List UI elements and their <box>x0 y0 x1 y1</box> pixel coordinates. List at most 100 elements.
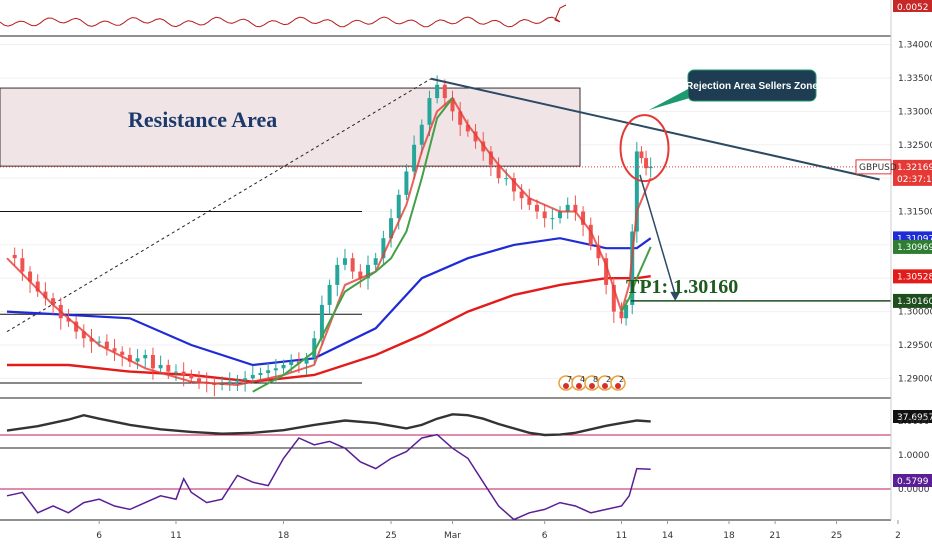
candle-body <box>197 378 202 382</box>
candle-body <box>143 354 148 359</box>
oscillator-1-badge <box>893 410 932 423</box>
candle-body <box>227 381 232 384</box>
event-icon: 2 <box>597 375 613 391</box>
candle-body <box>504 178 509 180</box>
price-tick-label: 1.29000 <box>898 374 932 384</box>
candle-body <box>181 371 186 375</box>
resistance-zone <box>0 87 581 167</box>
candle-body <box>389 218 394 239</box>
candle <box>488 146 493 177</box>
candle-body <box>358 271 363 279</box>
candle-body <box>319 304 324 339</box>
price-badge <box>893 171 932 186</box>
candle-body <box>258 372 263 375</box>
candle <box>235 374 240 391</box>
candle <box>534 199 539 219</box>
candle <box>89 328 94 353</box>
candle-body <box>381 238 386 259</box>
target-arrow-head <box>670 291 681 301</box>
candle-body <box>235 380 240 382</box>
candle <box>243 370 248 392</box>
oscillator-2-badge <box>893 474 932 487</box>
candle <box>381 230 386 266</box>
top-indicator-line <box>0 4 567 28</box>
price-badge <box>893 293 932 308</box>
callout-text: Rejection Area Sellers Zone <box>686 81 818 92</box>
candle-body <box>596 244 601 259</box>
candle <box>481 132 486 161</box>
candle <box>542 204 547 228</box>
time-axis: 6 11 18 25 Mar 6 11 14 18 21 25 2 <box>96 520 901 541</box>
price-badge-text: 1.31097 <box>897 234 932 244</box>
time-label: 11 <box>170 531 181 541</box>
candle-body <box>189 374 194 379</box>
candle <box>630 224 635 315</box>
candle-body <box>442 84 447 99</box>
ema-green-line-recent <box>620 246 652 313</box>
candle-body <box>624 304 629 319</box>
candle-body <box>342 258 347 265</box>
candle-body <box>158 364 163 369</box>
target-arrow <box>639 174 676 296</box>
price-badge <box>893 269 932 284</box>
price-tick-label: 1.33500 <box>898 74 932 84</box>
candle <box>227 372 232 391</box>
candle-body <box>312 338 317 359</box>
candle-body <box>634 151 639 232</box>
time-label: 21 <box>769 531 780 541</box>
candle-body <box>20 258 25 272</box>
candle-body <box>173 371 178 373</box>
oscillator-1-line <box>6 413 651 437</box>
price-tick-label: 1.33000 <box>898 107 932 117</box>
candle-body <box>166 364 171 372</box>
candle-body <box>273 368 278 371</box>
price-badge-text: 02:37:19 <box>897 175 932 185</box>
candle-body <box>35 281 40 292</box>
oscillator-2-line <box>6 433 651 521</box>
candle <box>28 266 33 293</box>
symbol-badge <box>855 159 892 175</box>
price-badge-text: 1.30528 <box>897 272 932 282</box>
candle-body <box>435 84 440 99</box>
candle <box>281 359 286 374</box>
price-tick-label: 1.32500 <box>898 141 932 151</box>
candle <box>135 348 140 369</box>
candle-body <box>412 144 417 172</box>
event-count: 8 <box>593 375 598 384</box>
candle-body <box>28 271 33 282</box>
candlesticks <box>12 75 653 397</box>
time-label: 14 <box>662 531 674 541</box>
candle <box>527 188 532 211</box>
candle-body <box>281 364 286 369</box>
descending-trendline <box>430 77 880 181</box>
candle <box>327 279 332 315</box>
ema-green-line <box>252 97 454 393</box>
candle <box>604 252 609 295</box>
candle-body <box>639 151 644 159</box>
candle-body <box>12 254 17 259</box>
callout-pointer <box>648 88 690 111</box>
candle <box>389 208 394 248</box>
price-tick-label: 1.34000 <box>898 41 932 51</box>
oscillator-2-panel: 2.0000 1.0000 0.0000 0.5799 <box>0 417 932 521</box>
time-label: 6 <box>96 531 102 541</box>
candle-body <box>304 358 309 364</box>
candle-body <box>404 171 409 195</box>
candle-body <box>604 258 609 285</box>
candle-body <box>266 370 271 373</box>
time-label: 25 <box>385 531 396 541</box>
top-indicator-panel: 0.0052 <box>0 0 932 37</box>
candle <box>412 135 417 179</box>
event-count: 4 <box>580 375 585 384</box>
oscillator-2-ticks: 2.0000 1.0000 0.0000 <box>898 417 930 495</box>
candle <box>458 102 463 137</box>
candle-body <box>496 164 501 179</box>
candle <box>43 282 48 306</box>
event-flag-icon <box>589 383 595 389</box>
price-badge-text: 1.30969 <box>897 243 932 253</box>
candle-body <box>519 191 524 199</box>
candle-body <box>66 318 71 322</box>
